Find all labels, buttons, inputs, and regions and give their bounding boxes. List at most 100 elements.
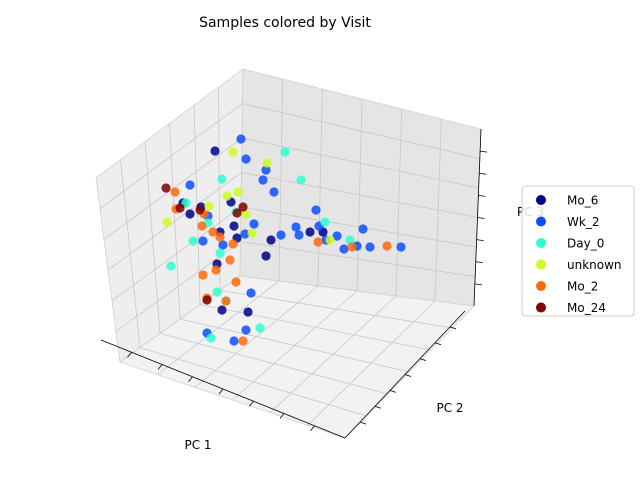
data-point-wk-2 [241, 154, 251, 164]
data-point-day-0 [280, 147, 290, 157]
data-point-mo-2 [170, 187, 180, 197]
data-point-day-0 [255, 323, 265, 333]
data-point-wk-2 [240, 229, 250, 239]
z-tick [475, 261, 483, 264]
data-point-mo-2 [347, 242, 357, 252]
data-point-mo-6 [229, 221, 239, 231]
z-tick [478, 194, 486, 197]
axis-ticks [127, 150, 488, 431]
data-point-wk-2 [241, 325, 251, 335]
grid-line [307, 300, 436, 426]
data-point-day-0 [217, 174, 227, 184]
x-tick [218, 388, 224, 395]
legend-marker [536, 281, 546, 291]
z-tick [480, 150, 488, 153]
y-tick [359, 421, 367, 425]
x-tick [249, 401, 254, 407]
legend-marker [536, 238, 546, 248]
y-tick [389, 389, 397, 393]
y-tick [419, 358, 427, 362]
legend-marker [536, 259, 546, 270]
data-point-mo-6 [266, 235, 276, 245]
data-point-day-0 [206, 333, 216, 343]
data-point-unknown [325, 235, 335, 245]
data-point-unknown [241, 209, 251, 219]
data-point-mo-24 [175, 203, 185, 213]
data-point-mo-6 [243, 307, 253, 317]
data-point-wk-2 [294, 230, 304, 240]
y-tick [374, 405, 382, 409]
data-point-day-0 [166, 261, 176, 271]
grid-line [240, 241, 476, 277]
data-point-wk-2 [198, 236, 208, 246]
data-point-mo-6 [217, 305, 227, 315]
data-point-wk-2 [236, 134, 246, 144]
z-tick [476, 239, 484, 242]
data-point-wk-2 [339, 244, 349, 254]
data-point-mo-24 [238, 202, 248, 212]
data-point-day-0 [296, 175, 306, 185]
data-point-mo-24 [161, 183, 171, 193]
data-point-mo-2 [238, 336, 248, 346]
y-tick [404, 374, 412, 377]
legend-label: unknown [567, 258, 622, 272]
data-point-day-0 [215, 248, 225, 258]
y-axis-label: PC 2 [436, 401, 463, 415]
z-tick [479, 172, 487, 175]
x-tick [157, 364, 163, 370]
data-point-mo-24 [232, 208, 242, 218]
data-point-wk-2 [258, 175, 268, 185]
x-tick [279, 413, 285, 419]
data-point-day-0 [345, 235, 355, 245]
data-point-mo-2 [228, 239, 238, 249]
z-tick [474, 283, 482, 286]
data-point-wk-2 [269, 187, 279, 197]
data-point-wk-2 [218, 240, 228, 250]
data-point-mo-2 [382, 241, 392, 251]
data-point-mo-6 [305, 227, 315, 237]
data-point-wk-2 [276, 230, 286, 240]
data-point-mo-24 [202, 295, 212, 305]
data-point-mo-2 [221, 296, 231, 306]
legend-label: Day_0 [567, 237, 604, 251]
data-point-mo-6 [261, 251, 271, 261]
data-point-day-0 [212, 287, 222, 297]
data-point-wk-2 [332, 231, 342, 241]
data-point-wk-2 [358, 224, 368, 234]
z-tick [477, 217, 485, 219]
data-point-wk-2 [185, 180, 195, 190]
data-point-mo-2 [198, 270, 208, 280]
x-tick [188, 376, 193, 382]
data-point-unknown [247, 228, 257, 238]
data-point-wk-2 [261, 165, 271, 175]
data-point-unknown [204, 201, 214, 211]
x-tick [310, 425, 315, 431]
data-point-unknown [262, 158, 272, 168]
y-tick [449, 326, 457, 330]
chart-title: Samples colored by Visit [199, 15, 371, 31]
y-tick [434, 342, 442, 346]
data-point-mo-2 [231, 277, 241, 287]
legend-marker [536, 195, 546, 205]
data-point-wk-2 [229, 336, 239, 346]
data-point-unknown [222, 191, 232, 201]
legend-label: Wk_2 [567, 215, 599, 229]
legend-label: Mo_24 [567, 301, 606, 315]
data-point-mo-2 [215, 232, 225, 242]
data-point-wk-2 [246, 288, 256, 298]
x-axis-label: PC 1 [184, 438, 211, 452]
legend-marker [536, 302, 546, 313]
legend-box [521, 185, 635, 317]
data-point-day-0 [188, 236, 198, 246]
data-point-wk-2 [291, 222, 301, 232]
legend-label: Mo_6 [567, 194, 598, 208]
x-tick [127, 352, 132, 358]
legend-label: Mo_2 [567, 280, 598, 294]
data-point-wk-2 [249, 219, 259, 229]
data-point-mo-6 [185, 209, 195, 219]
data-point-mo-2 [211, 265, 221, 275]
data-point-wk-2 [365, 242, 375, 252]
